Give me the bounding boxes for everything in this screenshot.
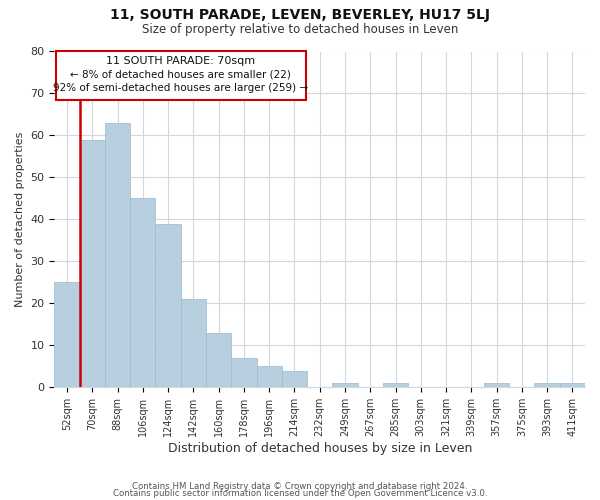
Bar bbox=[332, 383, 358, 388]
Text: 11, SOUTH PARADE, LEVEN, BEVERLEY, HU17 5LJ: 11, SOUTH PARADE, LEVEN, BEVERLEY, HU17 … bbox=[110, 8, 490, 22]
Bar bbox=[560, 383, 585, 388]
FancyBboxPatch shape bbox=[56, 52, 306, 100]
Text: Contains HM Land Registry data © Crown copyright and database right 2024.: Contains HM Land Registry data © Crown c… bbox=[132, 482, 468, 491]
Y-axis label: Number of detached properties: Number of detached properties bbox=[15, 132, 25, 307]
Bar bbox=[282, 370, 307, 388]
Text: 11 SOUTH PARADE: 70sqm: 11 SOUTH PARADE: 70sqm bbox=[106, 56, 255, 66]
Text: Contains public sector information licensed under the Open Government Licence v3: Contains public sector information licen… bbox=[113, 490, 487, 498]
Bar bbox=[484, 383, 509, 388]
Bar bbox=[257, 366, 282, 388]
Text: 92% of semi-detached houses are larger (259) →: 92% of semi-detached houses are larger (… bbox=[53, 83, 308, 93]
Bar bbox=[383, 383, 408, 388]
Bar bbox=[206, 333, 231, 388]
X-axis label: Distribution of detached houses by size in Leven: Distribution of detached houses by size … bbox=[167, 442, 472, 455]
Bar bbox=[80, 140, 105, 388]
Bar bbox=[181, 299, 206, 388]
Text: ← 8% of detached houses are smaller (22): ← 8% of detached houses are smaller (22) bbox=[70, 69, 291, 79]
Bar bbox=[55, 282, 80, 388]
Bar bbox=[130, 198, 155, 388]
Bar bbox=[155, 224, 181, 388]
Text: Size of property relative to detached houses in Leven: Size of property relative to detached ho… bbox=[142, 22, 458, 36]
Bar bbox=[105, 123, 130, 388]
Bar bbox=[231, 358, 257, 388]
Bar bbox=[535, 383, 560, 388]
